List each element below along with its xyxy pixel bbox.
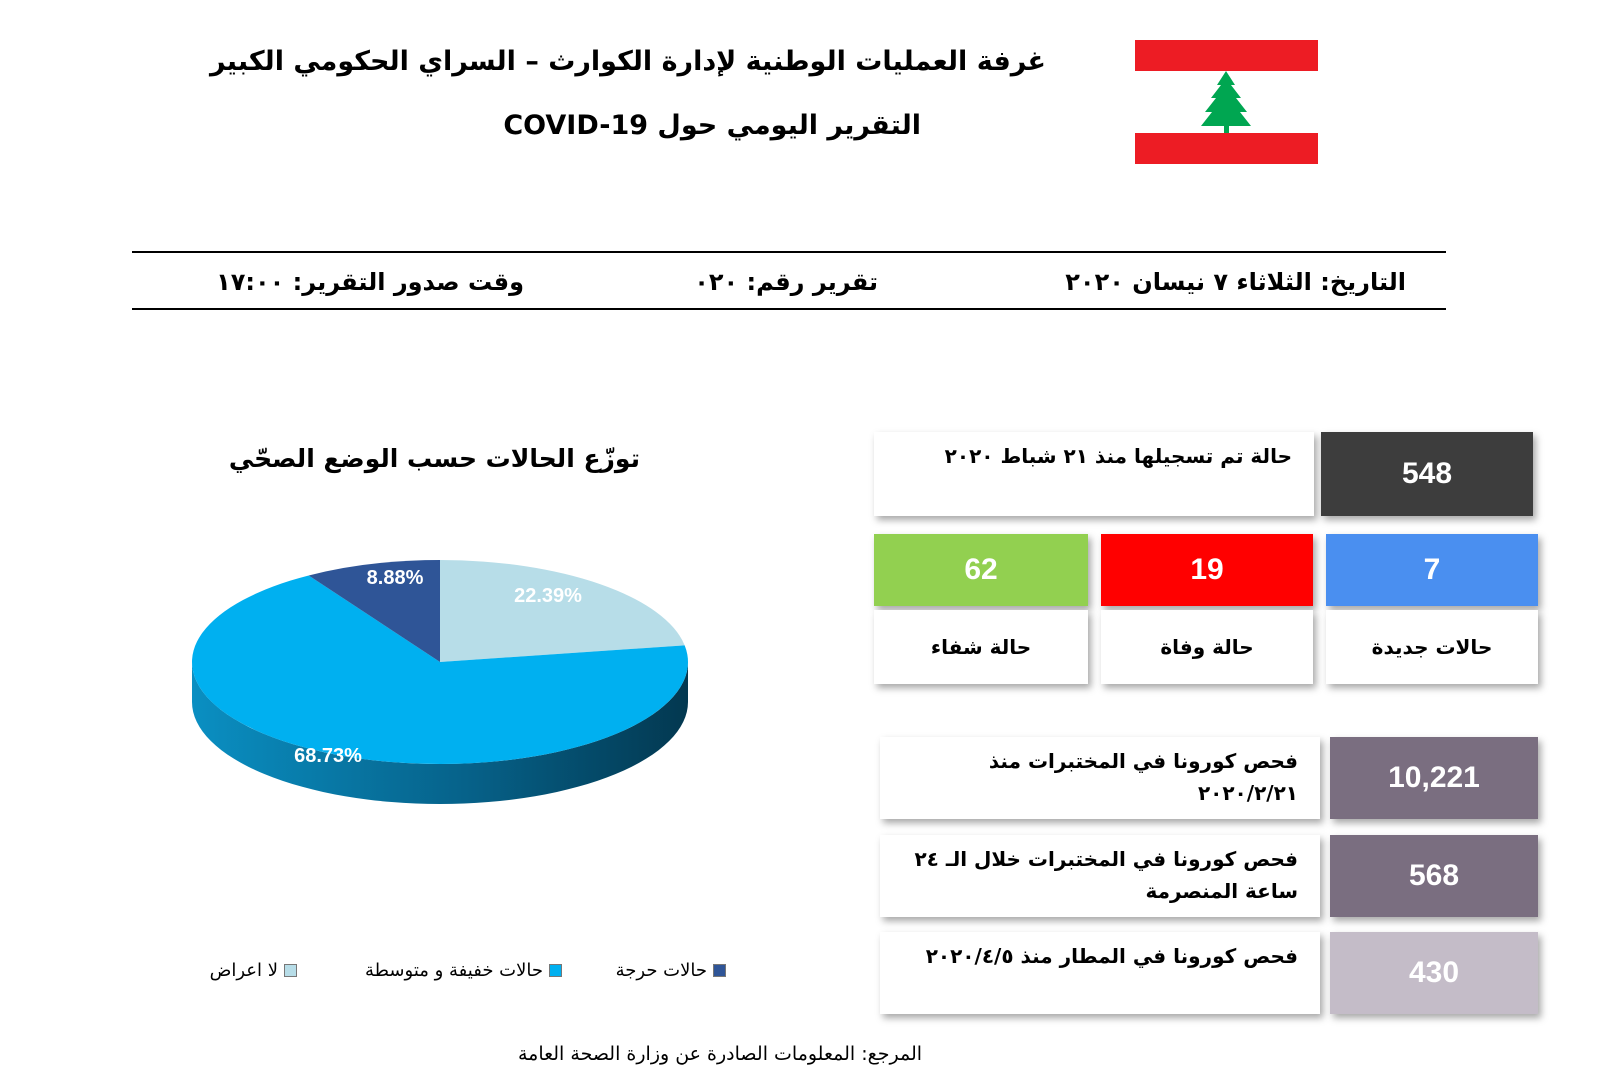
- lab-tests-24h-card: فحص كورونا في المختبرات خلال الـ ٢٤ ساعة…: [880, 835, 1320, 917]
- legend-swatch-critical: [713, 964, 726, 977]
- lab-tests-24h-label-line2: ساعة المنصرمة: [1145, 879, 1298, 903]
- report-title: غرفة العمليات الوطنية لإدارة الكوارث – ا…: [210, 46, 1046, 77]
- total-cases-card: حالة تم تسجيلها منذ ٢١ شباط ٢٠٢٠: [874, 432, 1314, 516]
- legend-label-mild: حالات خفيفة و متوسطة: [365, 960, 543, 981]
- lab-tests-24h-label-line1: فحص كورونا في المختبرات خلال الـ ٢٤: [914, 847, 1298, 871]
- airport-tests-card: فحص كورونا في المطار منذ ٢٠٢٠/٤/٥: [880, 932, 1320, 1014]
- bottom-rule: [132, 308, 1446, 310]
- total-cases-value: 548: [1321, 432, 1533, 516]
- legend-label-critical: حالات حرجة: [615, 960, 707, 981]
- lab-tests-24h-value: 568: [1330, 835, 1538, 917]
- airport-tests-value: 430: [1330, 932, 1538, 1014]
- top-rule: [132, 251, 1446, 253]
- lab-tests-total-label-line1: فحص كورونا في المختبرات منذ: [988, 749, 1298, 773]
- pie-slice-mild: [192, 575, 688, 764]
- pie-label-asymptomatic: 22.39%: [514, 585, 582, 607]
- legend-item-critical: حالات حرجة: [616, 960, 726, 981]
- source-note: المرجع: المعلومات الصادرة عن وزارة الصحة…: [517, 1043, 923, 1065]
- deaths-label: حالة وفاة: [1101, 610, 1313, 684]
- legend-swatch-asymptomatic: [284, 964, 297, 977]
- pie-label-mild: 68.73%: [294, 745, 362, 767]
- chart-title: توزّع الحالات حسب الوضع الصحّي: [228, 444, 640, 473]
- deaths-value: 19: [1101, 534, 1313, 606]
- report-subtitle: التقرير اليومي حول COVID-19: [503, 110, 921, 141]
- lab-tests-total-value: 10,221: [1330, 737, 1538, 819]
- new-cases-value: 7: [1326, 534, 1538, 606]
- recovered-value: 62: [874, 534, 1088, 606]
- legend-label-asymptomatic: لا اعراض: [209, 960, 278, 981]
- report-date: التاريخ: الثلاثاء ٧ نيسان ٢٠٢٠: [1065, 268, 1406, 296]
- lab-tests-total-label-line2: ٢٠٢٠/٢/٢١: [1197, 781, 1298, 805]
- new-cases-label: حالات جديدة: [1326, 610, 1538, 684]
- pie-slice-critical: [308, 560, 440, 662]
- recovered-label: حالة شفاء: [874, 610, 1088, 684]
- health-status-pie-chart: 22.39% 68.73% 8.88%: [192, 560, 688, 804]
- total-cases-label: حالة تم تسجيلها منذ ٢١ شباط ٢٠٢٠: [944, 444, 1292, 468]
- legend-item-asymptomatic: لا اعراض: [210, 960, 297, 981]
- airport-tests-label: فحص كورونا في المطار منذ ٢٠٢٠/٤/٥: [925, 944, 1298, 968]
- report-number: تقرير رقم: ٠٢٠: [694, 268, 878, 296]
- lebanon-flag-icon: [1135, 40, 1318, 164]
- legend-item-mild: حالات خفيفة و متوسطة: [365, 960, 562, 981]
- pie-side-mild: [192, 662, 688, 804]
- legend-swatch-mild: [549, 964, 562, 977]
- pie-slice-asymptomatic: [440, 560, 685, 662]
- lab-tests-total-card: فحص كورونا في المختبرات منذ ٢٠٢٠/٢/٢١: [880, 737, 1320, 819]
- report-issue-time: وقت صدور التقرير: ١٧:٠٠: [216, 268, 524, 296]
- pie-label-critical: 8.88%: [367, 567, 424, 589]
